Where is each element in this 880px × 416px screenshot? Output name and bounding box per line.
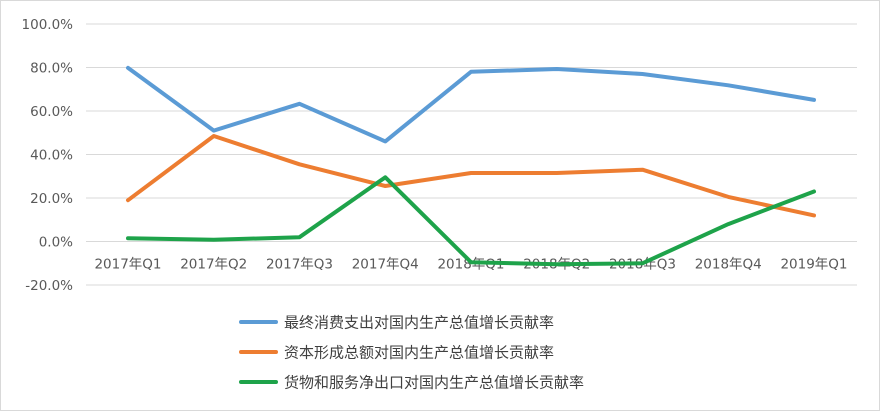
x-tick-label: 2018年Q1 [437,257,504,273]
x-tick-label: 2019年Q1 [780,257,847,273]
series-line-3 [126,175,816,267]
x-tick-label: 2017年Q4 [352,257,419,273]
gridlines [86,23,857,286]
y-tick-label: 0.0% [39,235,73,251]
series-lines [126,65,816,267]
x-tick-label: 2018年Q4 [695,257,762,273]
y-axis-tick-labels: -20.0% 0.0% 20.0% 40.0% 60.0% 80.0% 100.0% [22,17,74,294]
x-tick-label: 2017年Q3 [266,257,333,273]
legend-label: 资本形成总额对国内生产总值增长贡献率 [284,344,554,362]
legend: 最终消费支出对国内生产总值增长贡献率资本形成总额对国内生产总值增长贡献率货物和服… [239,314,584,392]
y-tick-label: -20.0% [25,278,73,294]
y-tick-label: 40.0% [30,148,73,164]
series-line-1 [126,65,816,144]
y-tick-label: 60.0% [30,104,73,120]
legend-label: 最终消费支出对国内生产总值增长贡献率 [284,314,554,332]
y-tick-label: 80.0% [30,61,73,77]
legend-label: 货物和服务净出口对国内生产总值增长贡献率 [284,374,584,392]
x-tick-label: 2017年Q1 [94,257,161,273]
y-tick-label: 100.0% [22,17,74,33]
series-line-2 [126,134,816,218]
x-axis-tick-labels: 2017年Q1 2017年Q2 2017年Q3 2017年Q4 2018年Q1 2018年… [94,257,847,273]
x-tick-label: 2017年Q2 [180,257,247,273]
y-tick-label: 20.0% [30,191,73,207]
